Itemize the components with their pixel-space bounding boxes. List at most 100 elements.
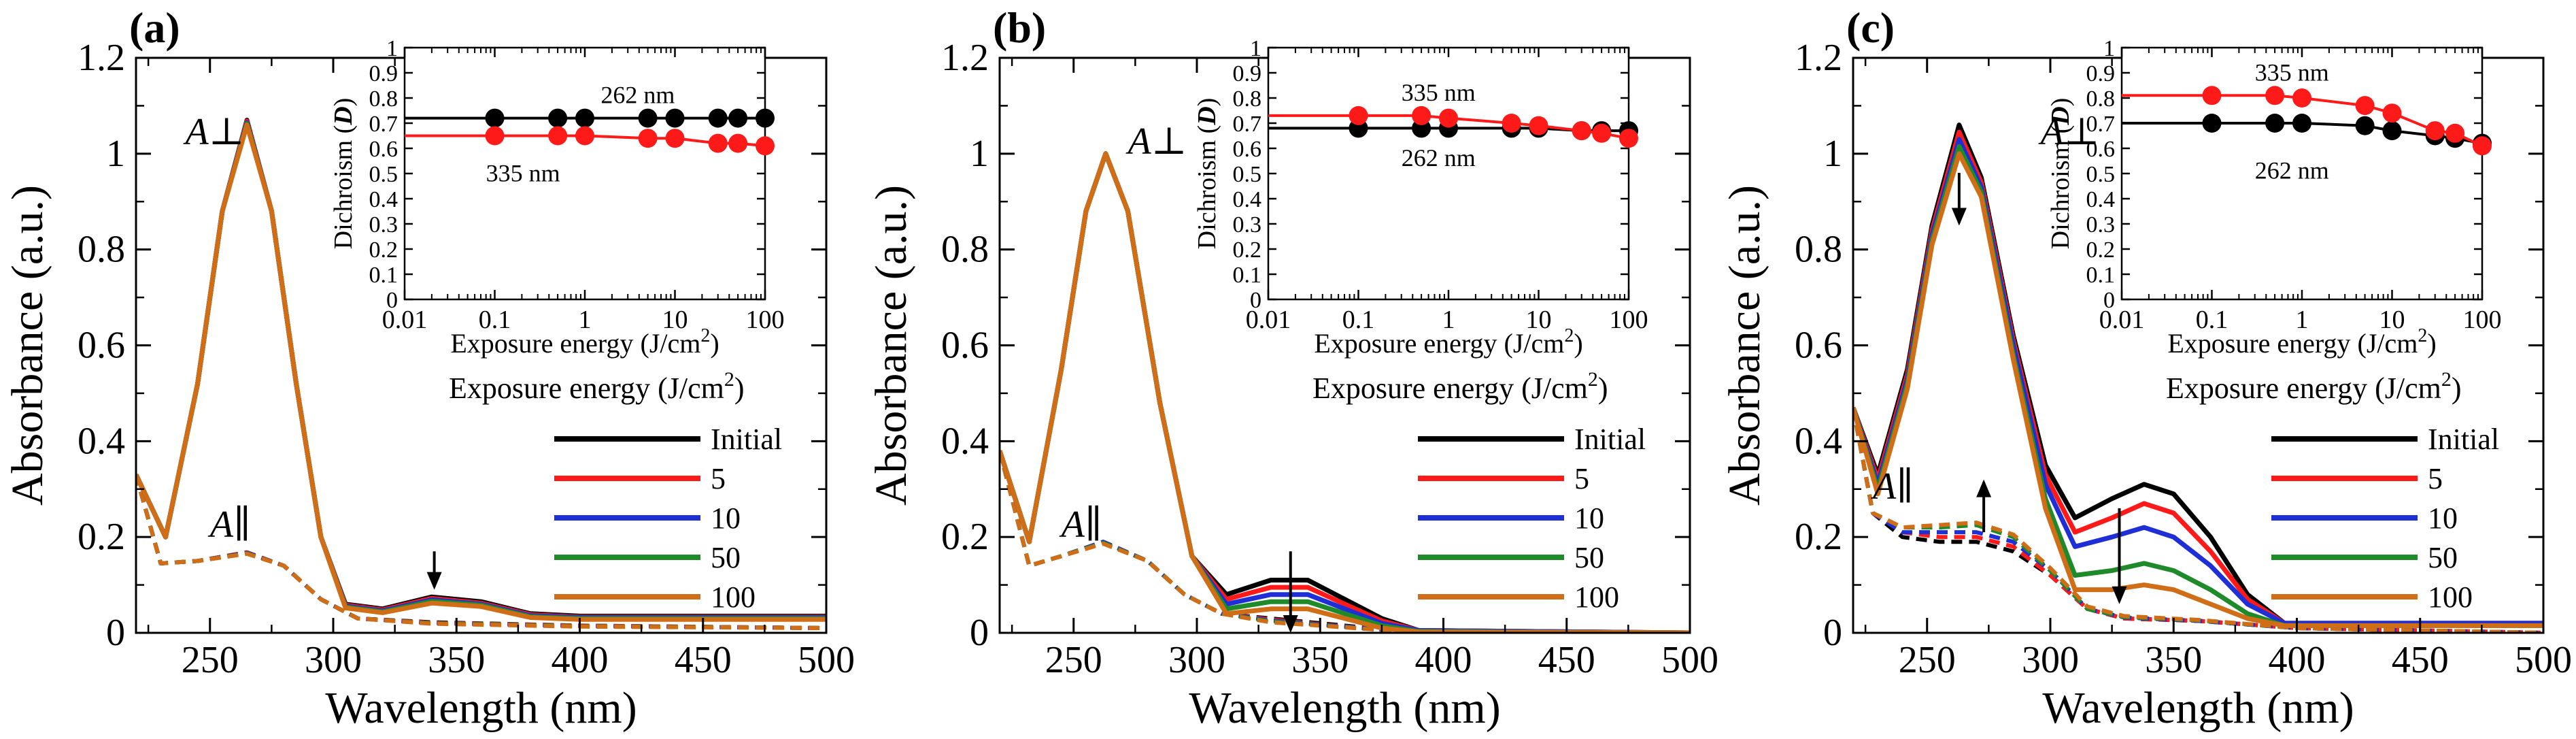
inset-x-tick-label: 100 <box>1610 306 1648 334</box>
y-tick-label: 0 <box>106 612 125 654</box>
curves <box>1000 151 1690 633</box>
x-axis-label: Wavelength (nm) <box>1189 683 1500 733</box>
legend-label: Initial <box>711 423 782 456</box>
inset-x-tick-label: 0.01 <box>1246 306 1291 334</box>
label-a-perp: A⊥ <box>2038 111 2100 153</box>
inset-series-label: 335 nm <box>486 159 560 186</box>
y-axis-label: Absorbance (a.u.) <box>1720 185 1769 506</box>
inset-y-tick-label: 0.8 <box>2086 86 2116 112</box>
x-tick-label: 350 <box>428 639 485 681</box>
legend-title: Exposure energy (J/cm2) <box>2166 368 2462 405</box>
inset-y-tick-label: 0.8 <box>1233 86 1262 112</box>
inset: 0.01 0.1 1 10 10000.10.20.30.40.50.60.70.80.… <box>329 36 785 359</box>
inset-x-axis-label-end: ) <box>2427 328 2436 359</box>
x-tick-label: 400 <box>552 639 609 681</box>
legend-label: 10 <box>711 502 741 535</box>
inset-point <box>2355 96 2375 116</box>
inset-point <box>1349 105 1368 125</box>
y-tick-label: 1 <box>106 133 125 175</box>
legend-label: 10 <box>1574 502 1604 535</box>
inset-point <box>708 108 728 128</box>
inset-y-tick-label: 0.3 <box>1233 212 1262 237</box>
inset-x-tick-label: 10 <box>2379 306 2405 334</box>
inset-point <box>485 126 505 146</box>
y-tick-label: 0.2 <box>1795 516 1842 558</box>
inset-y-tick-label: 0.9 <box>369 61 399 86</box>
legend-title: Exposure energy (J/cm2) <box>449 368 745 405</box>
y-tick-label: 0.8 <box>941 229 989 271</box>
legend-title-end: ) <box>2452 372 2462 405</box>
inset-point <box>1502 114 1521 133</box>
inset-point <box>548 108 568 128</box>
series-par-100 <box>1000 450 1690 633</box>
inset-point <box>1439 108 1458 128</box>
legend-label: 5 <box>1574 462 1589 495</box>
label-a-par: A∥ <box>1870 465 1914 508</box>
y-tick-label: 0.8 <box>1795 229 1842 271</box>
series-perp-100 <box>1000 151 1690 633</box>
y-tick-label: 0 <box>1823 612 1842 654</box>
x-tick-label: 300 <box>305 639 362 681</box>
inset-y-tick-label: 0.9 <box>1233 61 1262 86</box>
inset-series-label: 335 nm <box>1402 79 1476 106</box>
series-par-10 <box>1000 450 1690 633</box>
inset-y-tick-label: 0.4 <box>1233 187 1262 212</box>
x-tick-label: 300 <box>2022 639 2079 681</box>
inset-series-label: 335 nm <box>2255 59 2329 86</box>
x-axis-label: Wavelength (nm) <box>2042 683 2354 733</box>
legend-label: 5 <box>711 462 726 495</box>
x-tick-label: 400 <box>1415 639 1472 681</box>
label-a-perp: A⊥ <box>1125 120 1187 163</box>
inset-point <box>2292 114 2311 133</box>
legend-title-sup: 2 <box>2441 368 2452 391</box>
legend-title-sup: 2 <box>1588 368 1598 391</box>
legend-title-end: ) <box>734 372 745 405</box>
arrow-head <box>2112 586 2127 604</box>
x-tick-label: 400 <box>2269 639 2326 681</box>
x-tick-label: 450 <box>2392 639 2449 681</box>
y-tick-label: 0.2 <box>941 516 989 558</box>
curves <box>136 118 826 630</box>
y-tick-label: 0.8 <box>78 229 125 271</box>
y-tick-label: 1.2 <box>1795 37 1842 79</box>
inset-y-tick-label: 0.2 <box>369 237 399 263</box>
inset-x-tick-label: 0.1 <box>479 306 511 334</box>
legend-label: 100 <box>711 580 756 614</box>
legend-label: 50 <box>711 541 741 574</box>
inset-x-axis-label-sup: 2 <box>1564 325 1574 346</box>
inset-y-axis-label-end: ) <box>329 98 358 107</box>
inset-y-tick-label: 0.1 <box>2086 263 2116 288</box>
inset-x-tick-label: 0.1 <box>2196 306 2228 334</box>
inset-y-tick-label: 0.1 <box>1233 263 1262 288</box>
y-tick-label: 0 <box>970 612 989 654</box>
inset-point <box>2382 121 2402 141</box>
inset-y-axis-label: Dichroism (D) <box>1193 98 1221 250</box>
inset-point <box>665 108 685 128</box>
y-tick-label: 0.6 <box>78 325 125 367</box>
inset-point <box>1529 116 1548 135</box>
inset-point <box>2425 121 2445 141</box>
label-a-par: A∥ <box>1059 504 1102 546</box>
inset-point <box>2445 123 2465 143</box>
series-perp-100 <box>1853 151 2543 628</box>
panel-0: 250 300 350 400 450 50000.20.40.60.811.2Wavel… <box>3 3 855 733</box>
x-axis-label: Wavelength (nm) <box>325 683 637 733</box>
inset-x-tick-label: 1 <box>579 306 592 334</box>
inset-y-tick-label: 1 <box>386 36 398 61</box>
panel-label: (a) <box>129 3 180 52</box>
arrow-head <box>1283 615 1298 633</box>
x-tick-label: 250 <box>1045 639 1102 681</box>
inset-y-tick-label: 0.2 <box>2086 237 2116 263</box>
series-par-100 <box>1853 407 2543 633</box>
inset-y-tick-label: 0.5 <box>369 162 399 187</box>
inset-y-tick-label: 0.9 <box>2086 61 2116 86</box>
inset-point <box>2382 103 2402 123</box>
inset-y-tick-label: 1 <box>1250 36 1261 61</box>
inset-x-axis-label: Exposure energy (J/cm2) <box>1314 325 1582 359</box>
legend-label: 100 <box>1574 580 1619 614</box>
y-tick-label: 0.2 <box>78 516 125 558</box>
legend-label: 50 <box>1574 541 1604 574</box>
inset-y-tick-label: 0.2 <box>1233 237 1262 263</box>
y-tick-label: 1.2 <box>941 37 989 79</box>
y-tick-label: 0.4 <box>1795 420 1842 462</box>
